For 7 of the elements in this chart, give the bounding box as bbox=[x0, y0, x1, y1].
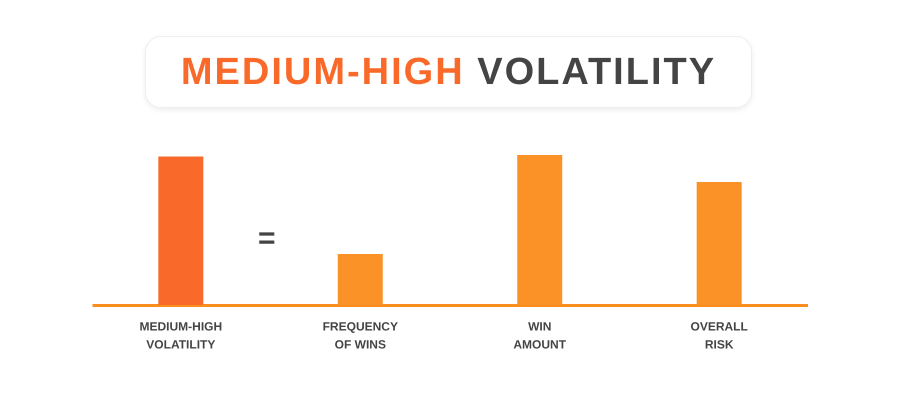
bar bbox=[158, 156, 204, 305]
x-tick-label: FREQUENCY OF WINS bbox=[322, 320, 398, 352]
chart-title: MEDIUM-HIGH VOLATILITY bbox=[180, 50, 716, 94]
x-tick-label: OVERALL RISK bbox=[690, 320, 748, 352]
x-tick-label: MEDIUM-HIGH VOLATILITY bbox=[139, 320, 222, 352]
annotation: = bbox=[258, 222, 276, 256]
x-tick-label: WIN AMOUNT bbox=[513, 320, 567, 352]
